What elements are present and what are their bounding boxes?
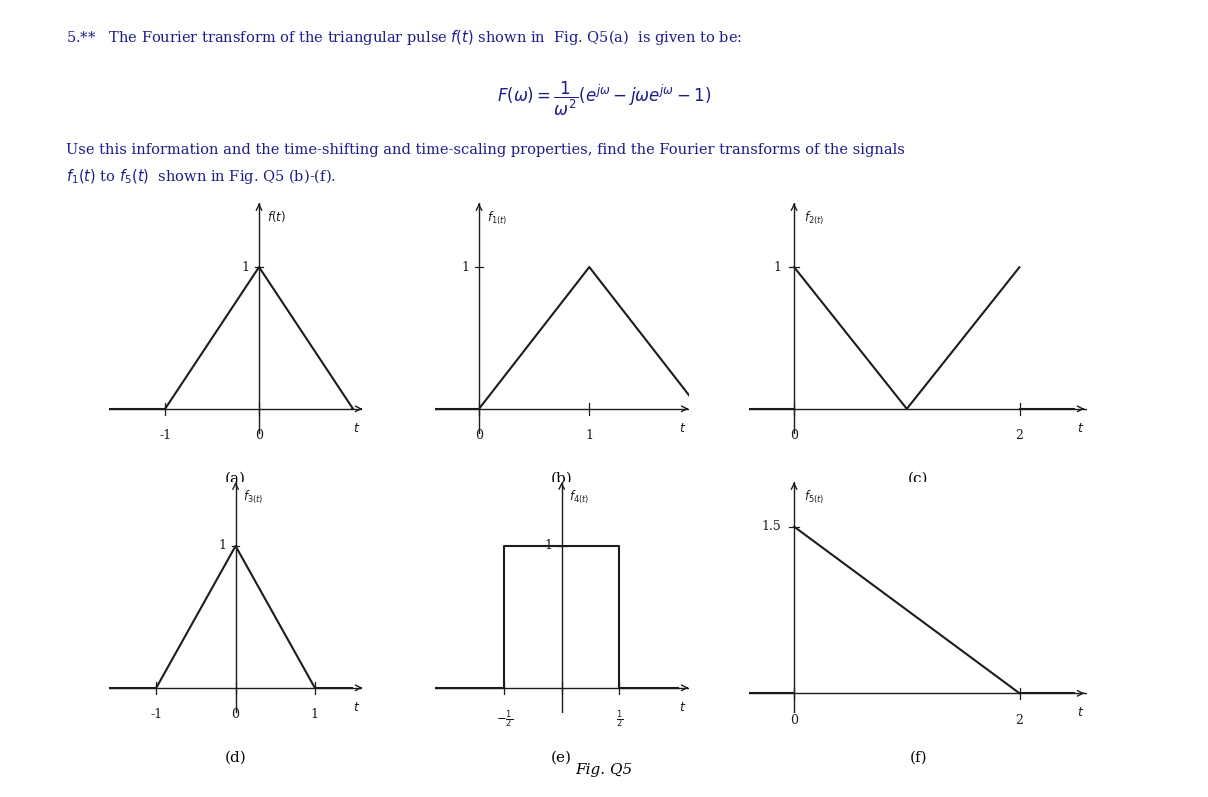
Text: Fig. Q5: Fig. Q5 <box>575 763 633 777</box>
Text: 1: 1 <box>310 708 319 721</box>
Text: 0: 0 <box>790 429 798 442</box>
Text: $f_{3(t)}$: $f_{3(t)}$ <box>243 489 263 506</box>
Text: 1: 1 <box>219 540 226 552</box>
Text: 1: 1 <box>586 429 593 442</box>
Text: $f_{5(t)}$: $f_{5(t)}$ <box>805 489 825 506</box>
Text: 1: 1 <box>773 261 782 273</box>
Text: $f_{2(t)}$: $f_{2(t)}$ <box>805 210 825 227</box>
Text: 0: 0 <box>475 429 483 442</box>
Text: $t$: $t$ <box>1076 706 1084 719</box>
Text: $-\frac{1}{2}$: $-\frac{1}{2}$ <box>495 708 512 730</box>
Text: 2: 2 <box>1016 429 1023 442</box>
Text: (a): (a) <box>225 471 246 485</box>
Text: $\frac{1}{2}$: $\frac{1}{2}$ <box>616 708 623 730</box>
Text: $f(t)$: $f(t)$ <box>267 210 285 225</box>
Text: 2: 2 <box>1016 713 1023 727</box>
Text: (b): (b) <box>551 471 573 485</box>
Text: $t$: $t$ <box>353 701 360 713</box>
Text: $F(\omega) = \dfrac{1}{\omega^2}(e^{j\omega} - j\omega e^{j\omega} -1)$: $F(\omega) = \dfrac{1}{\omega^2}(e^{j\om… <box>496 80 712 118</box>
Text: 1.5: 1.5 <box>761 520 782 533</box>
Text: 0: 0 <box>790 713 798 727</box>
Text: (f): (f) <box>910 750 927 764</box>
Text: $f_1(t)$ to $f_5(t)$  shown in Fig. Q5 (b)-(f).: $f_1(t)$ to $f_5(t)$ shown in Fig. Q5 (b… <box>66 167 337 186</box>
Text: $t$: $t$ <box>679 422 686 434</box>
Text: $f_{4(t)}$: $f_{4(t)}$ <box>569 489 590 506</box>
Text: $f_{1(t)}$: $f_{1(t)}$ <box>487 210 507 227</box>
Text: Use this information and the time-shifting and time-scaling properties, find the: Use this information and the time-shifti… <box>66 143 905 158</box>
Text: $t$: $t$ <box>1076 422 1084 434</box>
Text: $t$: $t$ <box>679 701 686 713</box>
Text: -1: -1 <box>150 708 162 721</box>
Text: 5.**   The Fourier transform of the triangular pulse $f(t)$ shown in  Fig. Q5(a): 5.** The Fourier transform of the triang… <box>66 28 743 47</box>
Text: 0: 0 <box>255 429 263 442</box>
Text: (d): (d) <box>225 750 246 764</box>
Text: -1: -1 <box>159 429 172 442</box>
Text: 1: 1 <box>242 261 250 273</box>
Text: 0: 0 <box>232 708 239 721</box>
Text: (e): (e) <box>551 750 573 764</box>
Text: (c): (c) <box>908 471 928 485</box>
Text: 1: 1 <box>461 261 470 273</box>
Text: $t$: $t$ <box>353 422 360 434</box>
Text: 1: 1 <box>545 540 552 552</box>
